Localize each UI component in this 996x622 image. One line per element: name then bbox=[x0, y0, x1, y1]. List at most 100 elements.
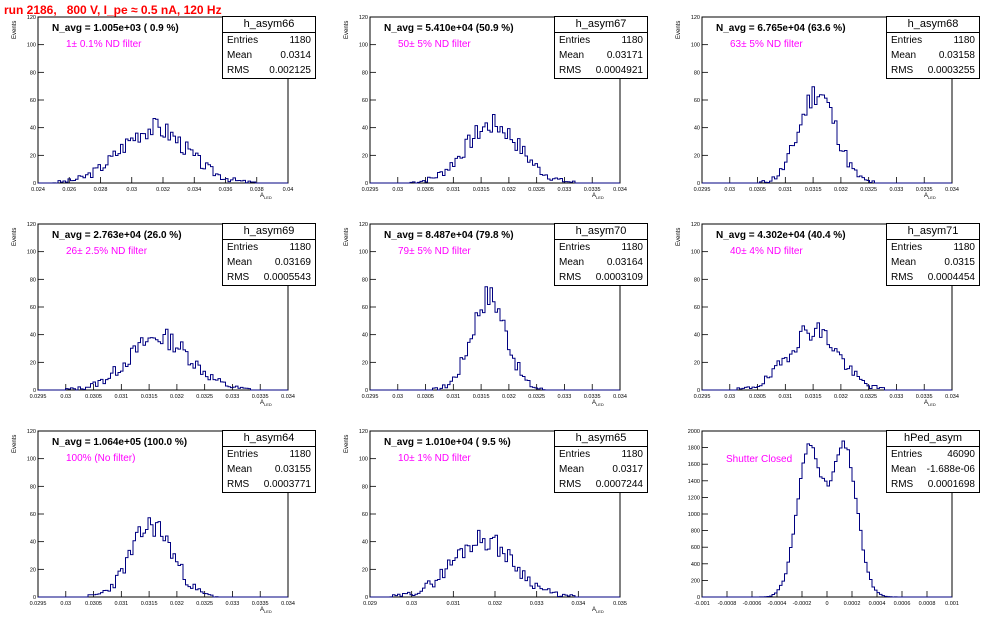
x-tick-label: 0.034 bbox=[571, 601, 585, 607]
histogram-bars bbox=[702, 440, 952, 598]
n-avg-label: N_avg = 2.763e+04 (26.0 %) bbox=[52, 230, 182, 241]
filter-label: 26± 2.5% ND filter bbox=[66, 246, 148, 257]
histogram-plot: 0 20 40 60 80 100 120 0.0295 0.03 0.0305 0.031 0.03… bbox=[359, 15, 627, 193]
x-tick-label: -0.0002 bbox=[793, 601, 812, 607]
x-axis-label: ALED bbox=[592, 400, 604, 408]
y-tick-label: 20 bbox=[362, 153, 368, 159]
histogram-name: h_asym66 bbox=[223, 17, 315, 33]
stats-row-entries: Entries 46090 bbox=[891, 449, 975, 460]
x-tick-label: 0.03 bbox=[392, 187, 403, 193]
filter-label: 10± 1% ND filter bbox=[398, 453, 471, 464]
stats-box: h_asym67 Entries 1180 Mean 0.03171 RMS 0.00049… bbox=[554, 16, 648, 79]
y-axis-label: Events bbox=[12, 20, 18, 39]
y-tick-label: 1600 bbox=[688, 462, 700, 468]
filter-label: 40± 4% ND filter bbox=[730, 246, 803, 257]
x-tick-label: 0.032 bbox=[156, 187, 170, 193]
x-tick-label: 0 bbox=[825, 601, 828, 607]
x-tick-label: 0.033 bbox=[890, 394, 904, 400]
y-tick-label: 120 bbox=[359, 429, 368, 435]
y-tick-label: 40 bbox=[694, 126, 700, 132]
y-tick-label: 0 bbox=[365, 595, 368, 601]
x-tick-label: 0.0335 bbox=[584, 187, 601, 193]
x-tick-label: 0.028 bbox=[94, 187, 108, 193]
x-tick-label: 0.04 bbox=[283, 187, 294, 193]
y-tick-label: 1000 bbox=[688, 512, 700, 518]
y-tick-label: 60 bbox=[30, 305, 36, 311]
x-tick-label: 0.0325 bbox=[528, 394, 545, 400]
stats-box: h_asym69 Entries 1180 Mean 0.03169 RMS 0.00055… bbox=[222, 223, 316, 286]
x-tick-label: 0.0325 bbox=[196, 601, 213, 607]
x-tick-label: 0.03 bbox=[724, 394, 735, 400]
x-tick-label: 0.0006 bbox=[894, 601, 911, 607]
y-tick-label: 120 bbox=[27, 429, 36, 435]
x-tick-label: 0.031 bbox=[446, 394, 460, 400]
y-tick-label: 80 bbox=[30, 277, 36, 283]
stats-row-entries: Entries 1180 bbox=[227, 35, 311, 46]
x-tick-label: 0.03 bbox=[392, 394, 403, 400]
x-tick-label: 0.0305 bbox=[749, 394, 766, 400]
histogram-bars bbox=[702, 86, 952, 184]
x-tick-label: 0.0335 bbox=[252, 394, 269, 400]
stats-row-rms: RMS 0.0004454 bbox=[891, 272, 975, 283]
y-tick-label: 80 bbox=[362, 484, 368, 490]
stats-box: h_asym70 Entries 1180 Mean 0.03164 RMS 0.00031… bbox=[554, 223, 648, 286]
y-tick-label: 100 bbox=[359, 457, 368, 463]
x-tick-label: 0.032 bbox=[488, 601, 502, 607]
y-tick-label: 2000 bbox=[688, 429, 700, 435]
x-tick-label: 0.033 bbox=[226, 601, 240, 607]
x-tick-label: 0.03 bbox=[60, 394, 71, 400]
y-axis-label: Events bbox=[344, 20, 350, 39]
stats-box: h_asym64 Entries 1180 Mean 0.03155 RMS 0.00037… bbox=[222, 430, 316, 493]
x-tick-label: 0.032 bbox=[834, 394, 848, 400]
stats-row-entries: Entries 1180 bbox=[891, 35, 975, 46]
filter-label: 1± 0.1% ND filter bbox=[66, 39, 142, 50]
n-avg-label: N_avg = 5.410e+04 (50.9 %) bbox=[384, 23, 514, 34]
x-tick-label: 0.032 bbox=[502, 187, 516, 193]
stats-row-mean: Mean -1.688e-06 bbox=[891, 464, 975, 475]
x-tick-label: 0.0305 bbox=[417, 394, 434, 400]
histogram-panel-h_asym70: 0 20 40 60 80 100 120 0.0295 0.03 0.0305 0.031 0.03… bbox=[332, 207, 664, 414]
y-tick-label: 200 bbox=[691, 578, 700, 584]
x-axis-label: ALED bbox=[592, 607, 604, 615]
histogram-name: h_asym70 bbox=[555, 224, 647, 240]
histogram-panel-h_asym66: 0 20 40 60 80 100 120 0.024 0.026 0.028 0.03 0.032 0… bbox=[0, 0, 332, 207]
y-tick-label: 0 bbox=[697, 595, 700, 601]
x-tick-label: 0.034 bbox=[187, 187, 201, 193]
y-tick-label: 40 bbox=[30, 126, 36, 132]
stats-row-entries: Entries 1180 bbox=[559, 449, 643, 460]
x-axis-label: ALED bbox=[924, 193, 936, 201]
x-axis-label: ALED bbox=[592, 193, 604, 201]
stats-box: h_asym65 Entries 1180 Mean 0.0317 RMS 0.000724… bbox=[554, 430, 648, 493]
x-tick-label: 0.033 bbox=[530, 601, 544, 607]
stats-row-mean: Mean 0.0317 bbox=[559, 464, 643, 475]
x-axis-label: ALED bbox=[260, 400, 272, 408]
x-tick-label: 0.0335 bbox=[252, 601, 269, 607]
histogram-plot: 0 20 40 60 80 100 120 0.029 0.03 0.031 0.032 0.033 0… bbox=[359, 429, 627, 607]
x-tick-label: 0.031 bbox=[446, 601, 460, 607]
x-tick-label: 0.0295 bbox=[694, 187, 711, 193]
x-tick-label: 0.0295 bbox=[362, 187, 379, 193]
x-tick-label: -0.0008 bbox=[718, 601, 737, 607]
x-tick-label: 0.0335 bbox=[584, 394, 601, 400]
y-axis-label: Events bbox=[676, 20, 682, 39]
n-avg-label: N_avg = 1.010e+04 ( 9.5 %) bbox=[384, 437, 511, 448]
x-tick-label: 0.031 bbox=[778, 187, 792, 193]
x-tick-label: 0.0305 bbox=[417, 187, 434, 193]
filter-label: 50± 5% ND filter bbox=[398, 39, 471, 50]
y-tick-label: 100 bbox=[27, 457, 36, 463]
x-tick-label: 0.0335 bbox=[916, 187, 933, 193]
y-tick-label: 60 bbox=[694, 98, 700, 104]
stats-box: h_asym66 Entries 1180 Mean 0.0314 RMS 0.002125 bbox=[222, 16, 316, 79]
y-tick-label: 1200 bbox=[688, 495, 700, 501]
y-tick-label: 100 bbox=[27, 250, 36, 256]
x-tick-label: 0.031 bbox=[778, 394, 792, 400]
y-tick-label: 80 bbox=[362, 70, 368, 76]
x-tick-label: 0.0335 bbox=[916, 394, 933, 400]
histogram-panel-h_asym65: 0 20 40 60 80 100 120 0.029 0.03 0.031 0.032 0.033 0… bbox=[332, 414, 664, 621]
x-tick-label: 0.0315 bbox=[473, 394, 490, 400]
stats-row-mean: Mean 0.03164 bbox=[559, 257, 643, 268]
y-tick-label: 80 bbox=[694, 277, 700, 283]
y-tick-label: 40 bbox=[362, 540, 368, 546]
x-tick-label: 0.0315 bbox=[805, 394, 822, 400]
y-tick-label: 20 bbox=[30, 360, 36, 366]
